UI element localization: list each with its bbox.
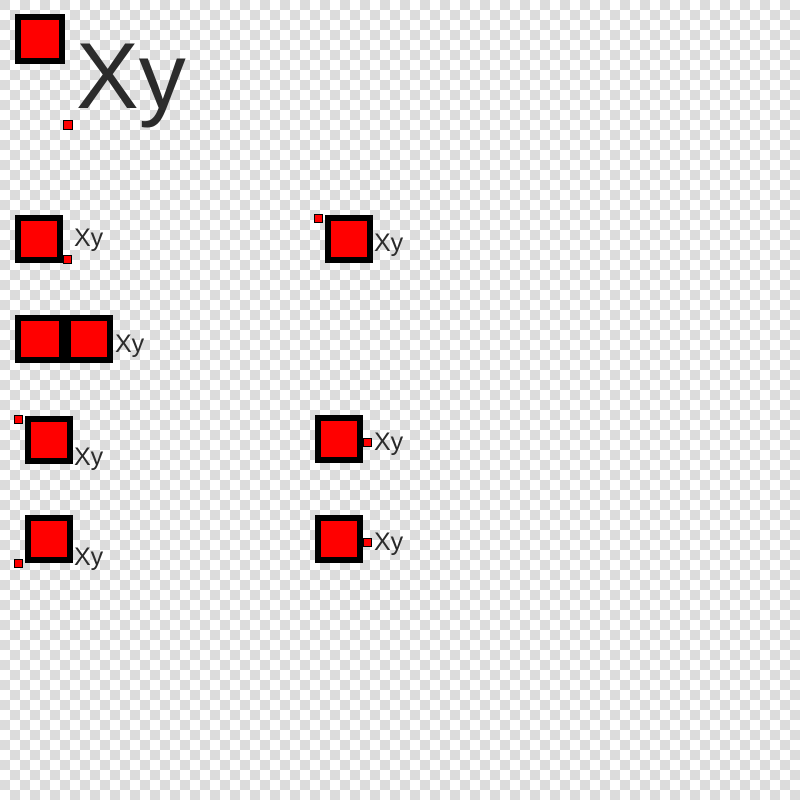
red-box [25, 416, 73, 464]
specimen-label: Xy [115, 330, 145, 358]
red-box-right [65, 315, 113, 363]
specimen-label: Xy [374, 428, 404, 456]
specimen-label: Xy [374, 229, 404, 257]
marker-square [14, 559, 23, 568]
hero-label: Xy [76, 23, 186, 128]
red-box [315, 415, 363, 463]
specimen-label: Xy [74, 543, 104, 571]
marker-square [314, 214, 323, 223]
red-box [315, 515, 363, 563]
marker-square [363, 538, 372, 547]
marker-square [63, 255, 72, 264]
specimen-label: Xy [74, 443, 104, 471]
specimen-label: Xy [74, 224, 104, 252]
hero-red-box [15, 14, 65, 64]
red-box [325, 215, 373, 263]
red-box [15, 215, 63, 263]
red-box [25, 515, 73, 563]
hero-marker-square [63, 120, 73, 130]
specimen-label: Xy [374, 528, 404, 556]
red-box-left [15, 315, 65, 363]
marker-square [363, 438, 372, 447]
marker-square [14, 415, 23, 424]
